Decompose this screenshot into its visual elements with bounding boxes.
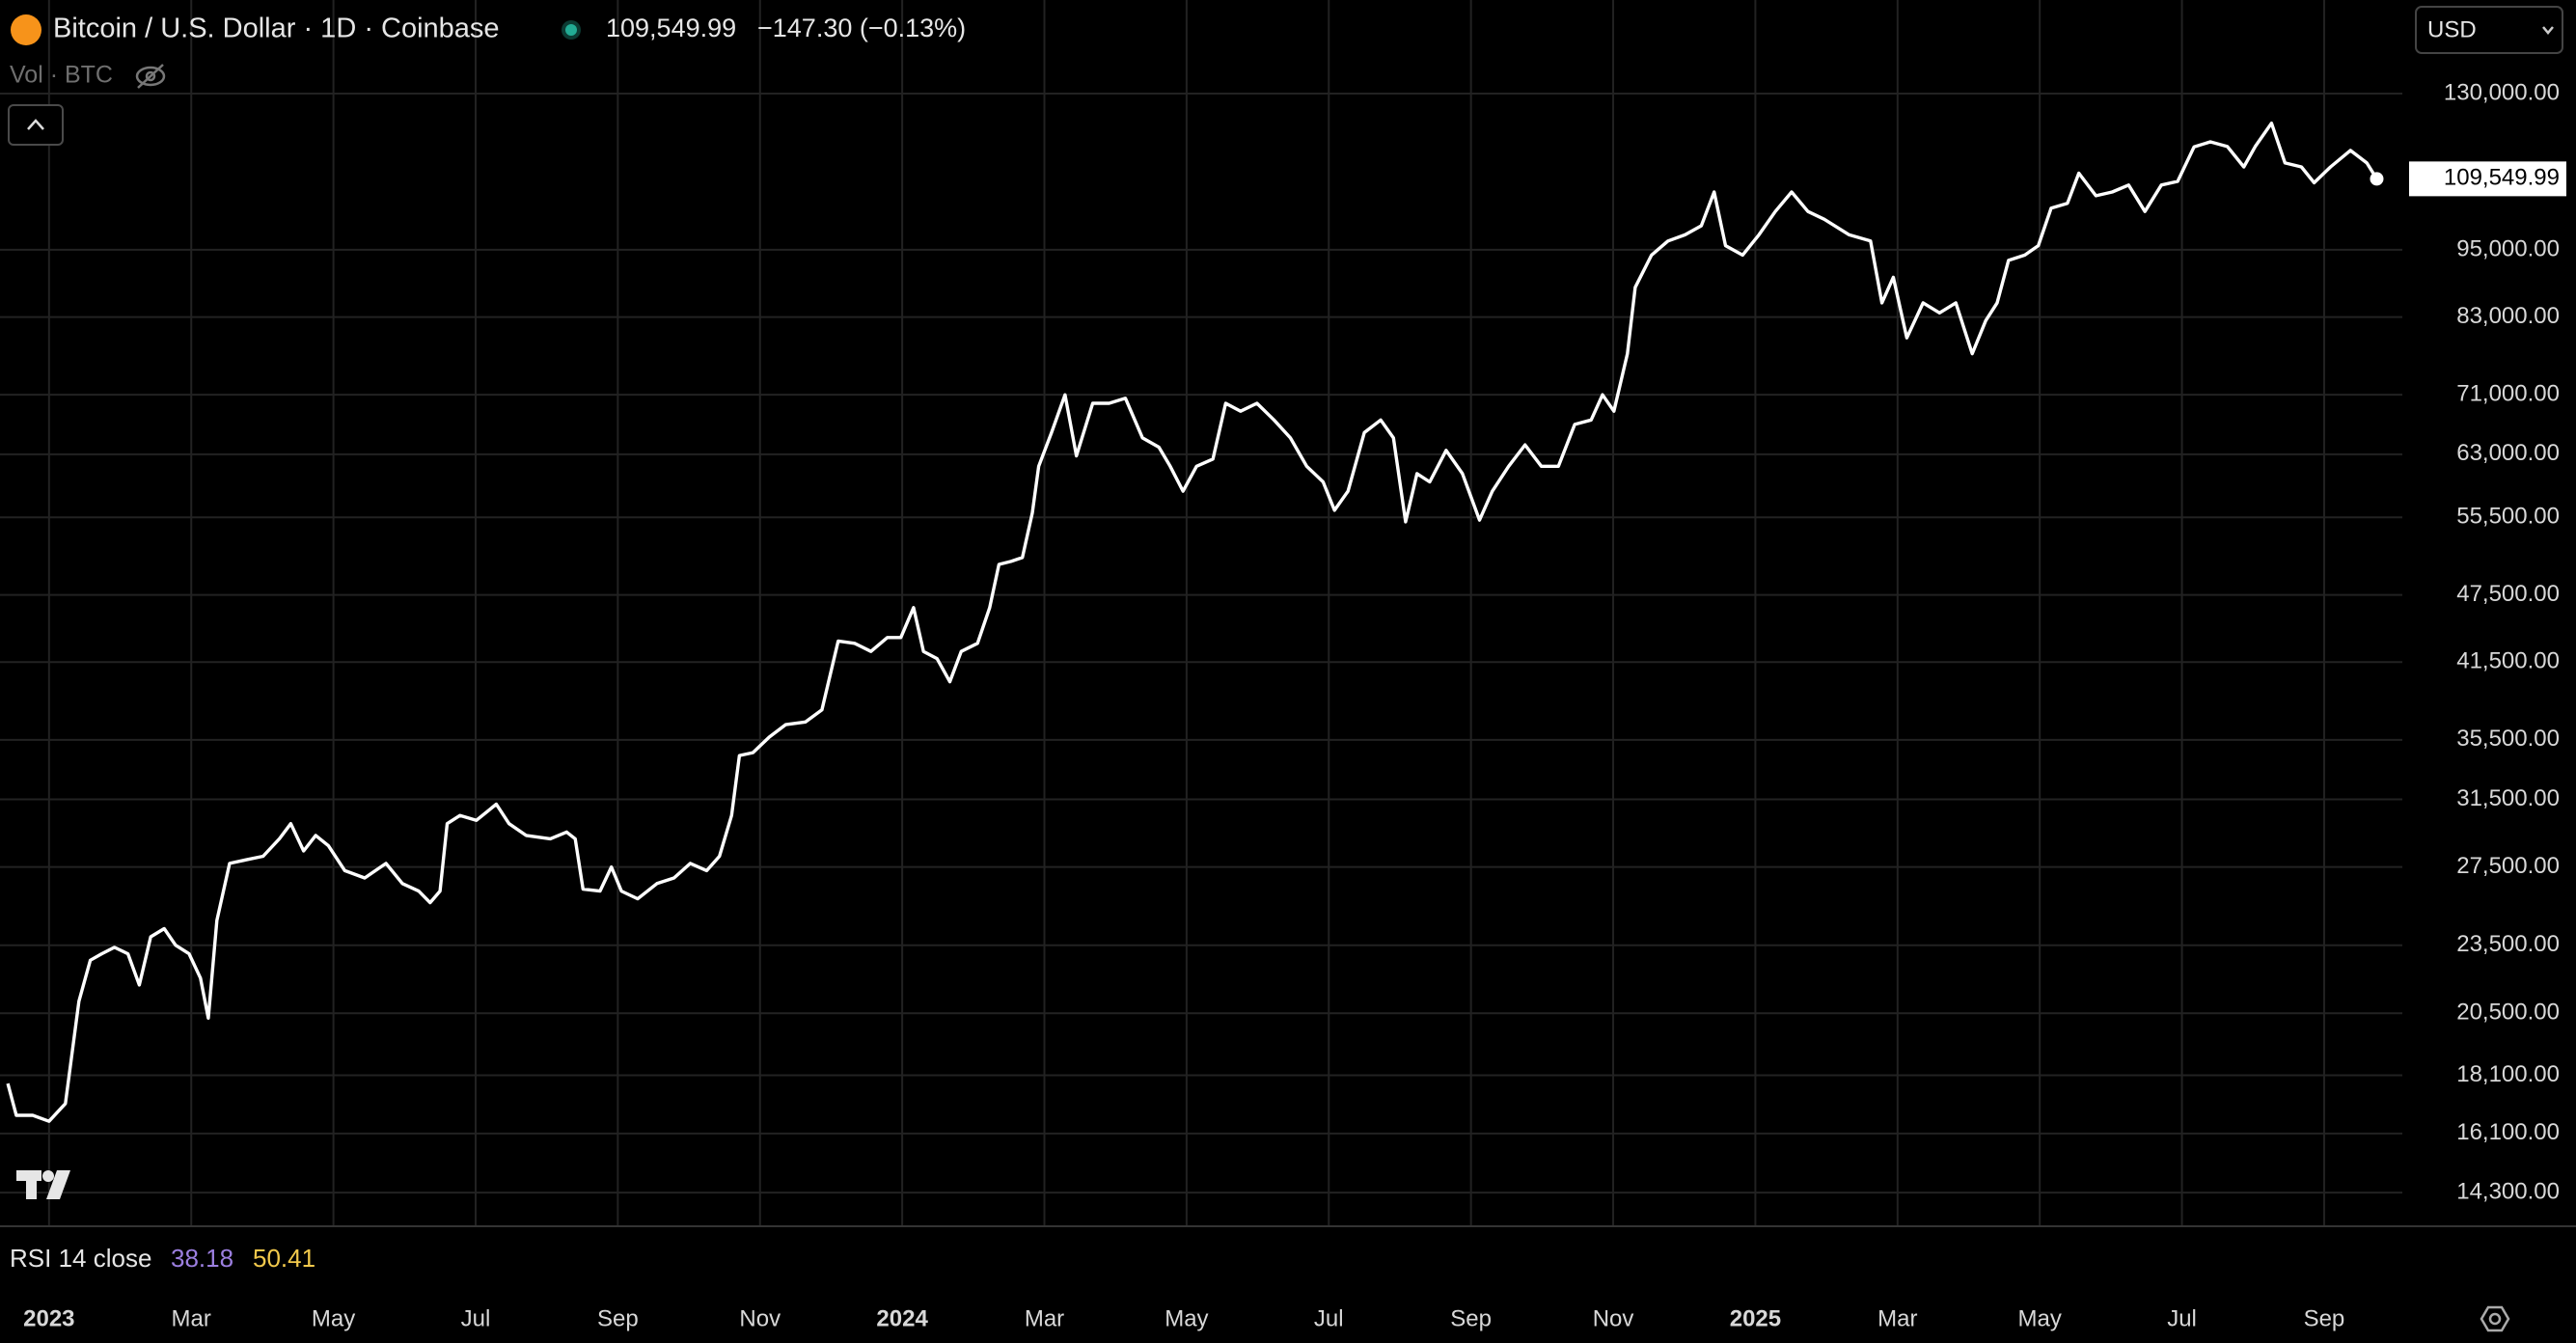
x-tick-label: Mar [1877,1305,1917,1331]
currency-select[interactable]: USD [2415,6,2563,54]
currency-label[interactable]: USD [2427,16,2477,42]
x-tick-label: Sep [2304,1305,2345,1331]
last-price-box [2409,161,2566,197]
rsi-label: RSI 14 close [10,1244,151,1273]
y-tick-label: 95,000.00 [2456,235,2560,261]
y-tick-label: 27,500.00 [2456,853,2560,879]
x-tick-label: Jul [1314,1305,1344,1331]
y-tick-label: 20,500.00 [2456,1000,2560,1026]
coin-icon [11,14,41,45]
y-tick-label: 47,500.00 [2456,581,2560,607]
y-tick-label: 23,500.00 [2456,931,2560,957]
status-dot [565,24,577,36]
x-tick-label: Mar [1025,1305,1064,1331]
x-tick-label: 2023 [23,1305,74,1331]
y-tick-label: 71,000.00 [2456,381,2560,407]
collapse-button[interactable] [8,104,64,146]
y-tick-label: 83,000.00 [2456,303,2560,329]
rsi-average: 50.41 [253,1244,315,1273]
x-tick-label: May [2018,1305,2062,1331]
header-price: 109,549.99 [606,14,736,42]
y-tick-label: 14,300.00 [2456,1178,2560,1204]
header-change: −147.30 (−0.13%) [757,14,966,42]
x-tick-label: Nov [739,1305,781,1331]
x-tick-label: Mar [172,1305,211,1331]
x-tick-label: Sep [1450,1305,1492,1331]
x-tick-label: Nov [1593,1305,1634,1331]
last-price-label: 109,549.99 [2444,165,2560,191]
x-tick-label: May [1165,1305,1208,1331]
y-tick-label: 130,000.00 [2444,79,2560,105]
settings-icon[interactable] [2480,1305,2510,1332]
plot [6,122,2384,1123]
y-tick-label: 16,100.00 [2456,1119,2560,1145]
volume-label: Vol · BTC [10,62,113,89]
x-tick-label: Jul [2167,1305,2197,1331]
hide-icon[interactable] [135,64,166,89]
y-tick-label: 55,500.00 [2456,504,2560,530]
last-point [2370,172,2384,186]
x-tick-label: 2025 [1730,1305,1781,1331]
y-tick-label: 41,500.00 [2456,648,2560,674]
price-line [6,122,2378,1123]
symbol-title: Bitcoin / U.S. Dollar · 1D · Coinbase [53,14,500,44]
y-tick-label: 31,500.00 [2456,785,2560,811]
y-tick-label: 63,000.00 [2456,440,2560,466]
tv-logo [16,1170,70,1199]
rsi-value: 38.18 [171,1244,233,1273]
x-tick-label: Sep [597,1305,639,1331]
y-tick-label: 18,100.00 [2456,1061,2560,1087]
y-tick-label: 35,500.00 [2456,726,2560,752]
x-tick-label: May [312,1305,355,1331]
x-tick-label: 2024 [876,1305,928,1331]
grid [0,0,2402,1225]
x-tick-label: Jul [461,1305,491,1331]
